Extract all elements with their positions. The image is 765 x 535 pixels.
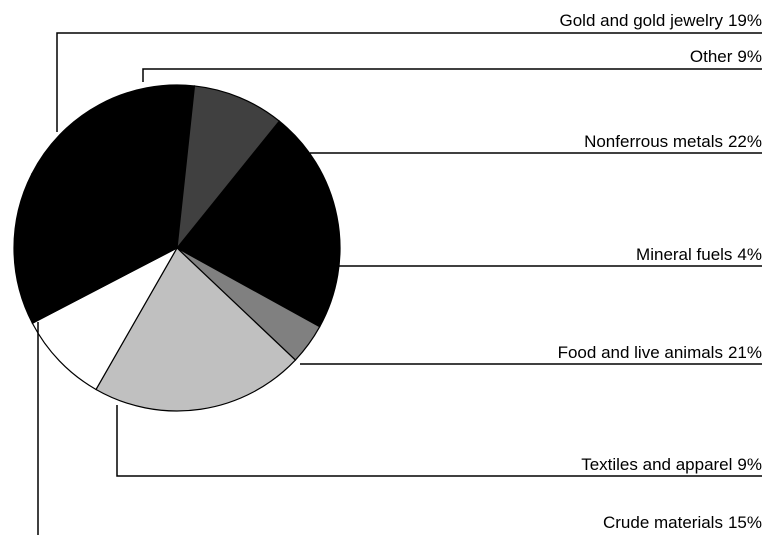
slice-value: 4% bbox=[737, 245, 762, 264]
pie-slice bbox=[31, 84, 196, 249]
slice-value: 19% bbox=[728, 11, 762, 30]
slice-name: Crude materials bbox=[603, 513, 723, 532]
slice-name: Nonferrous metals bbox=[584, 132, 723, 151]
slice-label: Food and live animals 21% bbox=[558, 343, 762, 362]
slice-value: 9% bbox=[737, 455, 762, 474]
leader-line bbox=[142, 68, 762, 82]
slice-label: Crude materials 15% bbox=[603, 513, 762, 532]
slice-label: Gold and gold jewelry 19% bbox=[559, 11, 762, 30]
pie-slice bbox=[176, 120, 341, 328]
pie-slice bbox=[95, 247, 297, 412]
slice-label: Other 9% bbox=[690, 47, 762, 66]
slice-value: 22% bbox=[728, 132, 762, 151]
leader-line bbox=[116, 405, 762, 477]
pie-slice bbox=[13, 173, 179, 325]
slice-value: 15% bbox=[728, 513, 762, 532]
slice-name: Gold and gold jewelry bbox=[559, 11, 723, 30]
slice-label: Textiles and apparel 9% bbox=[581, 455, 762, 474]
slice-name: Food and live animals bbox=[558, 343, 723, 362]
pie-slice bbox=[176, 85, 281, 250]
slice-label: Mineral fuels 4% bbox=[636, 245, 762, 264]
slice-name: Other bbox=[690, 47, 733, 66]
slice-value: 21% bbox=[728, 343, 762, 362]
slice-name: Mineral fuels bbox=[636, 245, 732, 264]
slice-label: Nonferrous metals 22% bbox=[584, 132, 762, 151]
leader-line bbox=[56, 32, 762, 132]
pie-slice bbox=[31, 246, 179, 391]
slice-name: Textiles and apparel bbox=[581, 455, 732, 474]
slice-value: 9% bbox=[737, 47, 762, 66]
